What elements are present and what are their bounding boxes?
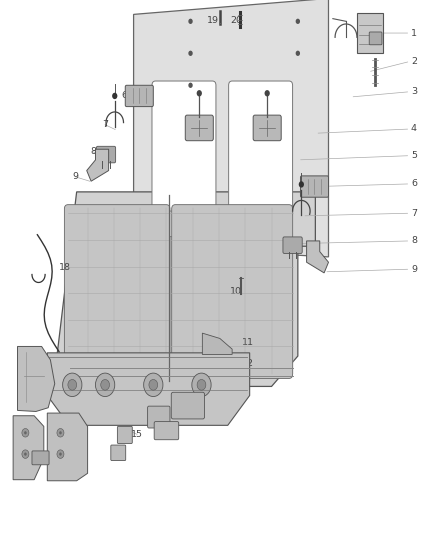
Polygon shape (307, 241, 328, 273)
Circle shape (192, 373, 211, 397)
FancyBboxPatch shape (154, 422, 179, 440)
Circle shape (265, 90, 270, 96)
FancyBboxPatch shape (117, 426, 132, 443)
FancyBboxPatch shape (125, 85, 153, 107)
Text: 20: 20 (230, 16, 243, 25)
Text: 8: 8 (24, 450, 30, 458)
Circle shape (149, 379, 158, 390)
FancyBboxPatch shape (229, 81, 293, 217)
Circle shape (101, 379, 110, 390)
FancyBboxPatch shape (111, 445, 126, 461)
Polygon shape (357, 13, 383, 53)
Text: 13: 13 (221, 381, 233, 389)
Circle shape (63, 373, 82, 397)
Text: 14: 14 (223, 402, 235, 410)
Text: 8: 8 (90, 148, 96, 156)
Text: 10: 10 (230, 287, 242, 296)
Circle shape (24, 431, 27, 434)
Circle shape (296, 51, 300, 56)
Text: 9: 9 (73, 173, 79, 181)
FancyBboxPatch shape (283, 237, 302, 253)
FancyBboxPatch shape (32, 451, 49, 465)
Polygon shape (47, 413, 88, 481)
Circle shape (188, 51, 193, 56)
Text: 6: 6 (411, 180, 417, 188)
FancyBboxPatch shape (96, 146, 116, 163)
Circle shape (59, 453, 62, 456)
Circle shape (197, 379, 206, 390)
Text: 3: 3 (411, 87, 417, 96)
Text: 15: 15 (131, 430, 143, 439)
FancyBboxPatch shape (152, 81, 216, 217)
Circle shape (296, 19, 300, 24)
Text: 17: 17 (19, 356, 32, 364)
FancyBboxPatch shape (253, 115, 281, 141)
Circle shape (59, 431, 62, 434)
Text: 6: 6 (122, 92, 128, 100)
Circle shape (95, 373, 115, 397)
Text: 17: 17 (72, 464, 84, 472)
Polygon shape (57, 192, 315, 386)
FancyBboxPatch shape (148, 406, 170, 428)
Text: 16: 16 (112, 450, 124, 458)
Circle shape (22, 450, 29, 458)
Circle shape (68, 379, 77, 390)
Circle shape (57, 429, 64, 437)
FancyBboxPatch shape (369, 32, 382, 45)
Polygon shape (13, 416, 44, 480)
Circle shape (188, 83, 193, 88)
Text: 7: 7 (411, 209, 417, 217)
Circle shape (197, 90, 202, 96)
Text: 4: 4 (411, 125, 417, 133)
Polygon shape (47, 353, 250, 425)
Text: 5: 5 (411, 151, 417, 160)
FancyBboxPatch shape (64, 205, 170, 378)
Text: 2: 2 (411, 57, 417, 66)
FancyBboxPatch shape (171, 392, 205, 419)
Text: 18: 18 (59, 263, 71, 272)
Circle shape (57, 450, 64, 458)
FancyBboxPatch shape (259, 211, 291, 237)
FancyBboxPatch shape (185, 115, 213, 141)
Text: 19: 19 (206, 16, 219, 25)
FancyBboxPatch shape (154, 211, 186, 237)
FancyBboxPatch shape (300, 176, 328, 197)
Circle shape (299, 181, 304, 188)
Circle shape (24, 453, 27, 456)
Text: 9: 9 (411, 265, 417, 273)
Circle shape (112, 93, 117, 99)
Text: 11: 11 (241, 338, 254, 346)
Circle shape (188, 19, 193, 24)
Polygon shape (134, 0, 328, 257)
Polygon shape (18, 346, 55, 411)
Text: 8: 8 (411, 237, 417, 245)
Polygon shape (87, 149, 109, 181)
Circle shape (144, 373, 163, 397)
Polygon shape (202, 333, 232, 354)
FancyBboxPatch shape (172, 205, 293, 378)
Circle shape (22, 429, 29, 437)
Text: 7: 7 (102, 120, 108, 129)
Text: 12: 12 (241, 359, 254, 368)
Text: 1: 1 (411, 29, 417, 37)
